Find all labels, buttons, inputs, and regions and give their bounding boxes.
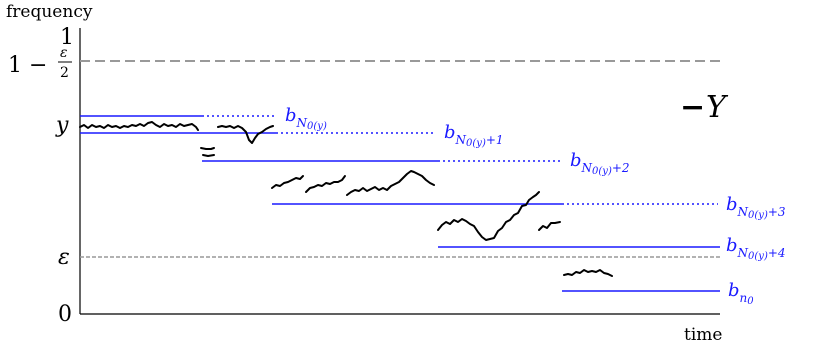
barriers	[80, 115, 720, 292]
path-segment-5	[271, 175, 304, 189]
path-segment-2	[217, 125, 274, 144]
legend-dash: −	[680, 90, 705, 125]
tick-0: 0	[58, 302, 72, 327]
tick-top-num: ε	[60, 45, 68, 61]
barrier-label-2: bN0(y)+2	[570, 150, 630, 177]
path-segment-3	[200, 147, 215, 150]
legend-var: Y	[706, 90, 729, 125]
tick-eps: ε	[58, 245, 70, 270]
barrier-label-3: bN0(y)+3	[726, 194, 786, 221]
tick-y: y	[55, 113, 69, 138]
path-segment-1	[79, 121, 199, 131]
tick-top-prefix: 1 −	[8, 53, 47, 78]
process-paths	[79, 121, 613, 277]
x-axis-title: time	[684, 325, 722, 345]
barrier-label-0: bN0(y)	[285, 105, 327, 132]
tick-1: 1	[60, 25, 74, 50]
barrier-label-1: bN0(y)+1	[444, 122, 504, 149]
path-segment-8	[437, 191, 540, 241]
tick-top-den: 2	[60, 65, 69, 81]
barrier-label-5: bn0	[728, 280, 754, 307]
path-segment-6	[305, 175, 346, 193]
barrier-label-4: bN0(y)+4	[726, 235, 786, 262]
path-segment-10	[563, 269, 613, 277]
path-segment-7	[346, 170, 435, 196]
path-segment-4	[202, 154, 215, 157]
y-axis-title: frequency	[6, 2, 93, 22]
path-segment-9	[538, 221, 561, 231]
